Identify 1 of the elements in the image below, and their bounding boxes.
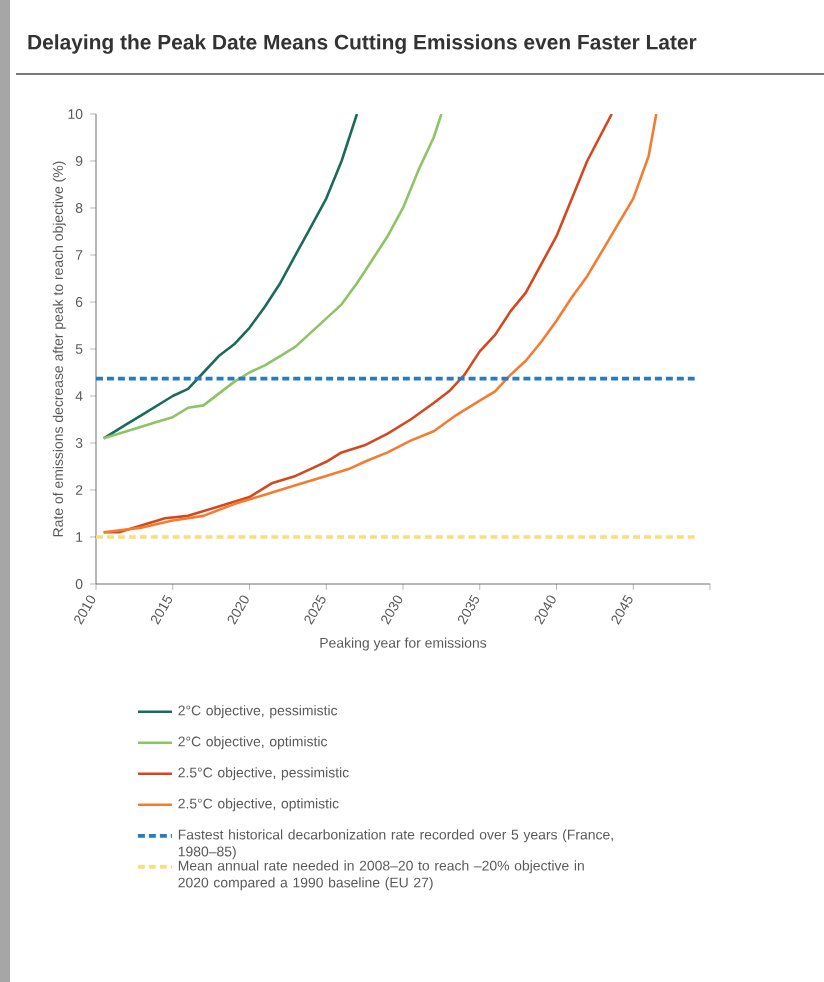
chart-title: Delaying the Peak Date Means Cutting Emissions even Faster Later <box>28 34 697 54</box>
